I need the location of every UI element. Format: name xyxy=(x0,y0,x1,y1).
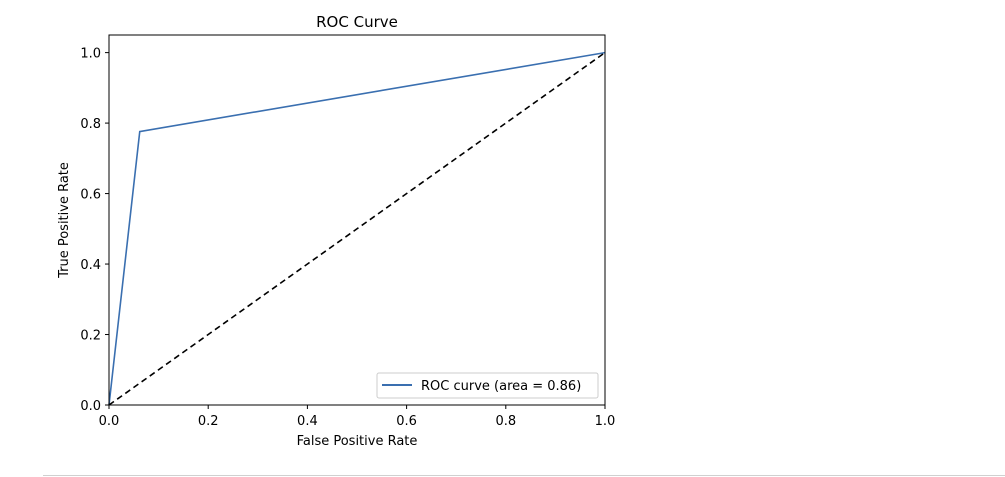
legend: ROC curve (area = 0.86) xyxy=(376,372,599,399)
x-tick-label: 0.0 xyxy=(99,414,120,429)
x-tick-label: 0.6 xyxy=(396,414,417,429)
chance-diagonal-line xyxy=(108,51,606,406)
y-axis-label: True Positive Rate xyxy=(57,162,72,279)
legend-label-roc: ROC curve (area = 0.86) xyxy=(421,379,581,394)
x-tick-label: 1.0 xyxy=(595,414,616,429)
series-layer xyxy=(108,51,606,406)
x-tick-label: 0.8 xyxy=(495,414,516,429)
x-axis-label: False Positive Rate xyxy=(297,434,418,449)
bottom-divider xyxy=(43,475,1005,476)
y-tick-label: 1.0 xyxy=(80,47,101,62)
y-axis-ticks: 0.0 0.2 0.4 0.6 0.8 1.0 xyxy=(80,47,109,414)
y-tick-label: 0.8 xyxy=(80,117,101,132)
y-tick-label: 0.0 xyxy=(80,399,101,414)
x-tick-label: 0.2 xyxy=(198,414,219,429)
legend-box xyxy=(376,372,599,399)
axes-frame xyxy=(108,34,606,406)
chart-title: ROC Curve xyxy=(316,13,398,31)
x-tick-label: 0.4 xyxy=(297,414,318,429)
y-tick-label: 0.6 xyxy=(80,188,101,203)
y-tick-label: 0.4 xyxy=(80,258,101,273)
roc-curve-line xyxy=(108,51,606,406)
y-tick-label: 0.2 xyxy=(80,329,101,344)
x-axis-ticks: 0.0 0.2 0.4 0.6 0.8 1.0 xyxy=(99,405,616,429)
